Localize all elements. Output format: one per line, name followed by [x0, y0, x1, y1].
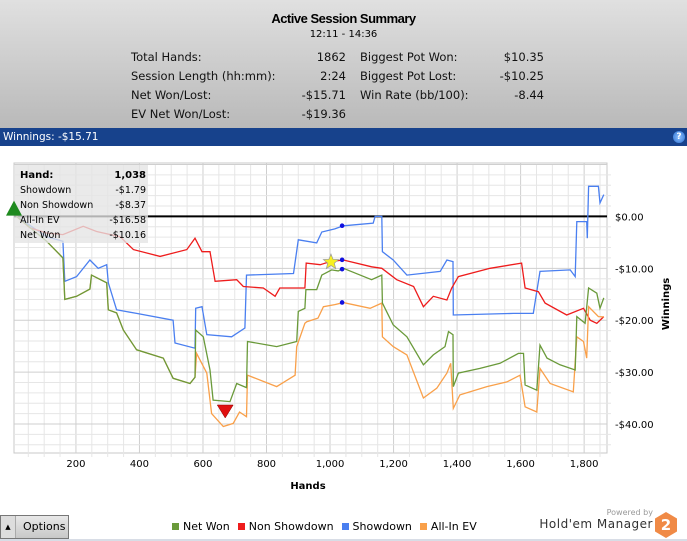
x-tick-label: 1,000: [316, 459, 345, 470]
winnings-bar: Winnings: -$15.71 ?: [0, 128, 687, 146]
tooltip-row-label: Showdown: [20, 185, 71, 196]
hover-point-marker: [339, 300, 345, 305]
series-line-non-showdown: [16, 215, 605, 325]
hover-point-marker: [339, 223, 345, 229]
brand-name: Hold'em Manager: [539, 517, 653, 531]
brand-logo: Powered by Hold'em Manager: [539, 508, 653, 531]
page-title: Active Session Summary: [271, 11, 416, 26]
winnings-chart[interactable]: 200 400 600 800 1,000 1,200 1,400 1,600 1,800 $0.…: [0, 146, 687, 515]
legend-swatch: [172, 523, 179, 530]
tooltip-row-value: -$10.16: [109, 230, 146, 241]
hover-point-marker: [339, 257, 345, 263]
hover-tooltip: Hand: 1,038 Showdown -$1.79 Non Showdown…: [14, 165, 148, 243]
legend-label: Net Won: [183, 520, 230, 533]
y-axis-title: Winnings: [661, 278, 672, 330]
stat-value: -$19.36: [301, 107, 346, 121]
stat-value: $10.35: [503, 50, 544, 64]
x-tick-label: 1,400: [443, 459, 472, 470]
powered-by-text: Powered by: [606, 508, 653, 517]
legend-swatch: [341, 523, 349, 530]
tooltip-hand-value: 1,038: [114, 170, 146, 181]
x-tick-label: 1,200: [379, 459, 408, 470]
chart-legend: Net Won Non Showdown Showdown All-In EV: [172, 520, 477, 533]
winnings-label: Winnings: -$15.71: [3, 131, 99, 143]
divider: [0, 539, 687, 541]
legend-label: Showdown: [352, 520, 412, 533]
tooltip-row-value: -$16.58: [109, 215, 146, 226]
legend-label: All-In EV: [430, 520, 477, 533]
y-tick-label: $0.00: [615, 212, 644, 223]
biggest-win-marker-icon: [6, 200, 22, 216]
legend-swatch: [419, 523, 427, 530]
stat-label: Total Hands:: [131, 50, 202, 64]
tooltip-row-label: Net Won: [20, 230, 60, 241]
hover-point-marker: [339, 266, 345, 272]
stat-label: Win Rate (bb/100):: [360, 88, 469, 102]
stat-label: EV Net Won/Lost:: [131, 107, 231, 121]
legend-item-non-showdown[interactable]: Non Showdown: [237, 520, 334, 533]
tooltip-hand-label: Hand:: [20, 170, 53, 181]
session-summary-header: Active Session Summary 12:11 - 14:36 Tot…: [0, 0, 687, 128]
y-tick-label: -$20.00: [615, 316, 654, 327]
tooltip-row-value: -$8.37: [115, 200, 146, 211]
y-tick-label: -$30.00: [615, 368, 654, 379]
tooltip-row-label: Non Showdown: [20, 200, 93, 211]
session-time-range: 12:11 - 14:36: [309, 29, 378, 40]
x-tick-label: 600: [193, 459, 212, 470]
legend-item-showdown[interactable]: Showdown: [341, 520, 412, 533]
options-label: Options: [23, 520, 66, 533]
options-button[interactable]: ▲ Options: [0, 515, 69, 539]
stat-value: 1862: [316, 50, 346, 64]
x-tick-label: 400: [130, 459, 149, 470]
stat-value: -$15.71: [301, 88, 346, 102]
legend-label: Non Showdown: [248, 520, 334, 533]
legend-item-net-won[interactable]: Net Won: [172, 520, 230, 533]
caret-up-icon: ▲: [1, 516, 16, 538]
stat-label: Net Won/Lost:: [131, 88, 212, 102]
stat-label: Biggest Pot Won:: [360, 50, 458, 64]
help-icon[interactable]: ?: [673, 131, 685, 143]
x-tick-label: 800: [257, 459, 276, 470]
tooltip-row-label: All-In EV: [20, 215, 60, 226]
x-tick-label: 200: [66, 459, 85, 470]
y-tick-label: -$40.00: [615, 420, 654, 431]
stat-label: Biggest Pot Lost:: [360, 69, 457, 83]
x-axis-title: Hands: [290, 481, 325, 492]
stat-value: -8.44: [514, 88, 544, 102]
x-tick-label: 1,800: [570, 459, 599, 470]
star-marker-icon: [322, 253, 340, 270]
x-tick-label: 1,600: [506, 459, 535, 470]
stat-value: 2:24: [320, 69, 346, 83]
stat-value: -$10.25: [499, 69, 544, 83]
legend-swatch: [237, 523, 245, 530]
biggest-loss-marker-icon: [216, 404, 234, 419]
series-line-net-won: [16, 215, 605, 403]
series-line-showdown: [16, 185, 605, 350]
brand-badge-icon: 2: [655, 512, 677, 538]
tooltip-row-value: -$1.79: [115, 185, 146, 196]
legend-item-all-in-ev[interactable]: All-In EV: [419, 520, 477, 533]
stat-label: Session Length (hh:mm):: [131, 69, 276, 83]
y-tick-label: -$10.00: [615, 264, 654, 275]
